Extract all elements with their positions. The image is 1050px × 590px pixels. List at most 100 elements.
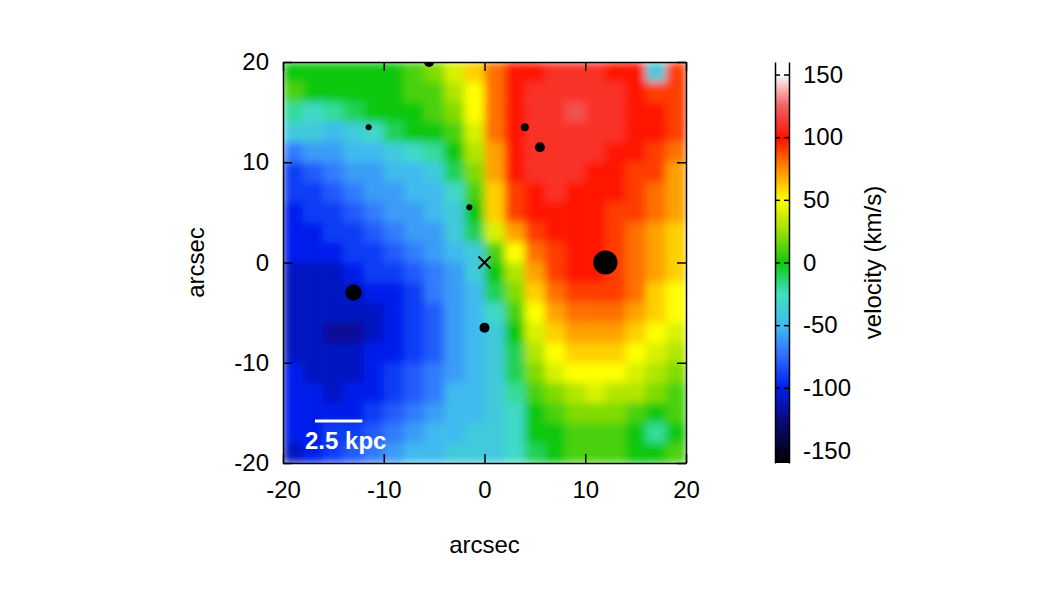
cell	[646, 283, 667, 304]
cell	[666, 82, 686, 103]
cell	[565, 162, 586, 183]
cell	[626, 62, 647, 83]
tick-mark	[784, 262, 789, 264]
cell	[505, 303, 526, 324]
cell	[565, 182, 586, 203]
cell	[485, 102, 506, 123]
cell	[646, 423, 667, 444]
cell	[505, 82, 526, 103]
cell	[545, 82, 566, 103]
cell	[303, 343, 324, 364]
cell	[585, 303, 606, 324]
cell	[666, 363, 686, 384]
cell	[585, 142, 606, 163]
cell	[404, 283, 425, 304]
cell	[585, 283, 606, 304]
cell	[444, 242, 465, 263]
cell	[646, 142, 667, 163]
cell	[404, 403, 425, 424]
cell	[364, 62, 385, 83]
cell	[424, 443, 445, 463]
masked-region	[366, 124, 372, 130]
masked-region	[345, 285, 361, 301]
cell	[464, 303, 485, 324]
tick-mark	[775, 388, 780, 390]
cell	[464, 102, 485, 123]
cell	[404, 383, 425, 404]
cell	[505, 263, 526, 284]
tick	[775, 75, 780, 76]
cell	[505, 423, 526, 444]
cell	[646, 383, 667, 404]
cell	[323, 383, 344, 404]
cell	[384, 423, 405, 444]
cell	[464, 443, 485, 463]
cell	[585, 323, 606, 344]
cell	[646, 242, 667, 263]
cell	[323, 182, 344, 203]
cell	[343, 283, 364, 304]
cell	[444, 383, 465, 404]
cell	[626, 383, 647, 404]
cell	[444, 62, 465, 83]
chart: -20-1001020-20-1001020arcsecarcsec2.5 kp…	[0, 0, 1050, 590]
cell	[303, 303, 324, 324]
cell	[404, 222, 425, 243]
cell	[424, 122, 445, 143]
cell	[525, 242, 546, 263]
cell	[485, 443, 506, 463]
cell	[605, 102, 626, 123]
cell	[565, 303, 586, 324]
x-axis-title: arcsec	[449, 531, 520, 558]
cell	[626, 323, 647, 344]
tick-label: -10	[234, 349, 269, 376]
cell	[343, 162, 364, 183]
cell	[424, 263, 445, 284]
cell	[444, 222, 465, 243]
cell	[323, 162, 344, 183]
tick: 50	[784, 186, 830, 213]
cell	[545, 142, 566, 163]
cell	[444, 323, 465, 344]
cell	[525, 142, 546, 163]
cell	[565, 383, 586, 404]
cell	[505, 343, 526, 364]
y-axis: -20-1001020	[234, 48, 292, 476]
tick-label: 10	[242, 148, 269, 175]
cell	[364, 242, 385, 263]
cell	[485, 142, 506, 163]
cell	[565, 343, 586, 364]
tick-mark	[283, 463, 292, 465]
cell	[585, 443, 606, 463]
cell	[585, 343, 606, 364]
cell	[585, 62, 606, 83]
cell	[525, 363, 546, 384]
cell	[545, 383, 566, 404]
cell	[444, 403, 465, 424]
cell	[444, 443, 465, 463]
cell	[485, 383, 506, 404]
cell	[404, 202, 425, 223]
tick: 20	[242, 48, 292, 75]
cell	[505, 162, 526, 183]
tick-mark	[677, 363, 686, 365]
masked-region	[535, 142, 545, 152]
cell	[666, 403, 686, 424]
cell	[464, 62, 485, 83]
cell	[464, 162, 485, 183]
cell	[404, 142, 425, 163]
cell	[323, 102, 344, 123]
plot-data	[283, 62, 686, 463]
cell	[646, 443, 667, 463]
cell	[585, 383, 606, 404]
tick-mark	[784, 137, 789, 139]
cell	[444, 202, 465, 223]
tick	[677, 263, 686, 264]
tick: 0	[784, 249, 816, 276]
cell	[283, 343, 304, 364]
tick-mark	[677, 463, 686, 465]
cell	[424, 182, 445, 203]
cell	[525, 303, 546, 324]
cell	[565, 403, 586, 424]
tick: -20	[234, 449, 292, 476]
